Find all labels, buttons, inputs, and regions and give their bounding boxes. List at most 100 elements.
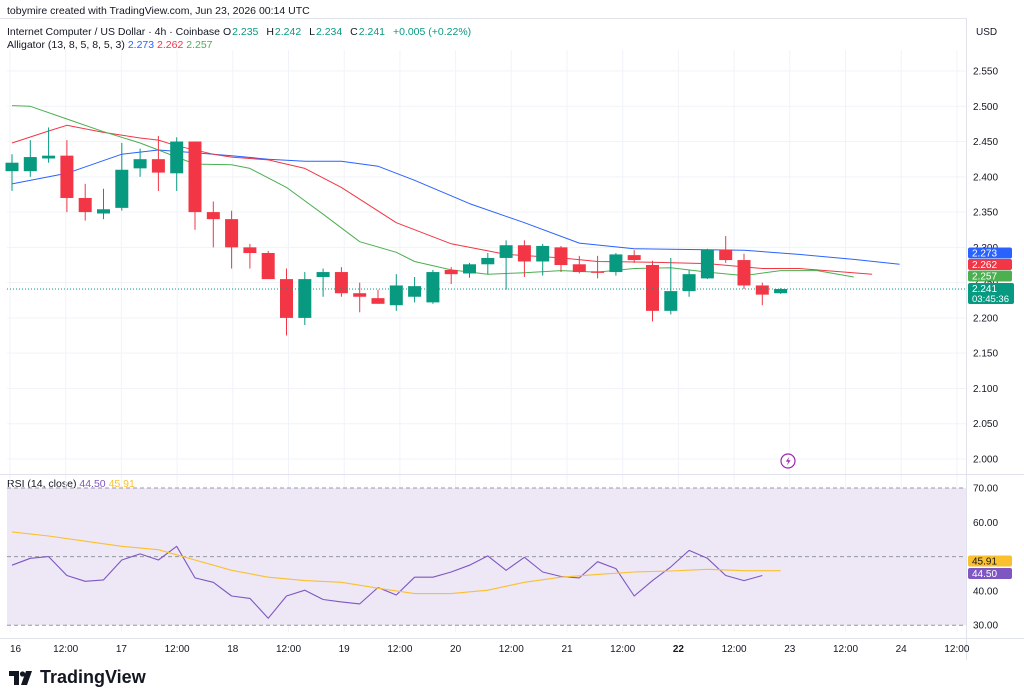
candle[interactable]: [151, 135, 165, 191]
time-tick-label: 12:00: [53, 644, 78, 655]
low-label: L: [309, 26, 315, 38]
candle-body: [280, 279, 293, 318]
candle[interactable]: [316, 268, 330, 297]
candle-body: [60, 155, 74, 198]
time-tick-label: 12:00: [610, 644, 635, 655]
candle[interactable]: [463, 262, 476, 278]
candle[interactable]: [554, 245, 568, 273]
candle[interactable]: [627, 250, 641, 263]
candle[interactable]: [133, 148, 147, 177]
candle[interactable]: [280, 268, 293, 336]
candle[interactable]: [60, 140, 74, 213]
candle-body: [426, 272, 440, 303]
candle[interactable]: [353, 282, 367, 313]
candle[interactable]: [682, 269, 696, 297]
time-axis: 16 12:00 17 12:00 18 12:00 19 12:00 20 12:00 21 12:…: [10, 644, 970, 655]
ohlc-legend: Internet Computer / US Dollar · 4h · Coi…: [7, 26, 476, 38]
candle-body: [151, 159, 165, 173]
alligator-label[interactable]: Alligator (13, 8, 5, 8, 5, 3): [7, 39, 125, 51]
alligator-jaw-line: [11, 149, 900, 265]
candle[interactable]: [609, 253, 623, 276]
candle[interactable]: [206, 201, 220, 248]
candle[interactable]: [499, 240, 513, 290]
candle-body: [664, 291, 678, 311]
candle[interactable]: [42, 127, 56, 163]
candle[interactable]: [23, 140, 37, 177]
time-tick-label: 20: [450, 644, 462, 655]
candle[interactable]: [188, 141, 202, 230]
candle[interactable]: [225, 210, 239, 269]
candle[interactable]: [664, 257, 678, 315]
candle[interactable]: [298, 272, 312, 325]
price-tick-label: 2.150: [973, 349, 998, 360]
candle[interactable]: [426, 269, 440, 304]
candle[interactable]: [408, 276, 422, 303]
candle-body: [261, 253, 275, 280]
svg-text:45.91: 45.91: [972, 557, 997, 568]
candle-body: [646, 265, 659, 311]
candle[interactable]: [5, 154, 19, 191]
close-label: C: [350, 26, 358, 38]
candle[interactable]: [737, 253, 751, 289]
candle-body: [115, 169, 129, 208]
time-tick-label: 18: [227, 644, 239, 655]
candle[interactable]: [170, 137, 184, 191]
high-label: H: [266, 26, 274, 38]
alligator-legend: Alligator (13, 8, 5, 8, 5, 3) 2.273 2.26…: [7, 39, 213, 51]
candle-body: [78, 197, 92, 213]
candle[interactable]: [517, 240, 531, 277]
lips-price-badge: 2.257: [968, 270, 1012, 283]
alligator-lips-value: 2.257: [186, 39, 213, 51]
svg-text:2.273: 2.273: [972, 249, 997, 260]
svg-text:2.257: 2.257: [972, 272, 997, 283]
candle-body: [170, 141, 184, 174]
candle[interactable]: [591, 255, 605, 279]
candle-body: [42, 155, 56, 159]
price-tick-label: 2.450: [973, 137, 998, 148]
candle[interactable]: [371, 289, 385, 304]
candle[interactable]: [97, 188, 110, 220]
bar-countdown: 03:45:36: [972, 294, 1009, 305]
candle[interactable]: [78, 183, 92, 221]
price-tick-label: 2.100: [973, 384, 998, 395]
candle[interactable]: [115, 142, 129, 211]
candle-body: [188, 141, 202, 213]
close-value: 2.241: [358, 26, 386, 38]
candle-body: [225, 219, 239, 248]
candle[interactable]: [700, 248, 714, 280]
candle[interactable]: [481, 253, 495, 275]
candle[interactable]: [444, 267, 458, 285]
rsi-label[interactable]: RSI (14, close): [7, 478, 77, 490]
rsi-badge: 44.50: [968, 568, 1012, 580]
candle[interactable]: [536, 243, 550, 276]
alligator-teeth-value: 2.262: [157, 39, 184, 51]
candle[interactable]: [243, 243, 257, 269]
candle[interactable]: [774, 288, 788, 294]
symbol-name[interactable]: Internet Computer / US Dollar · 4h · Coi…: [7, 26, 221, 38]
open-value: 2.235: [232, 26, 259, 38]
candle-body: [206, 212, 220, 220]
candle[interactable]: [755, 282, 769, 306]
candle[interactable]: [389, 274, 403, 311]
axes: [0, 18, 1024, 660]
open-label: O: [222, 26, 232, 38]
candle-body: [700, 249, 714, 279]
candle-body: [572, 264, 586, 273]
candle[interactable]: [719, 236, 733, 263]
candle-body: [389, 285, 403, 306]
rsi-line: [11, 545, 763, 619]
candle[interactable]: [646, 260, 659, 322]
candle-body: [499, 245, 513, 258]
candle[interactable]: [572, 255, 586, 274]
tradingview-logo[interactable]: TradingView: [9, 667, 146, 688]
high-value: 2.242: [274, 26, 302, 38]
candle-body: [737, 260, 751, 286]
candle-body: [481, 257, 495, 265]
candle-body: [444, 269, 458, 275]
candle[interactable]: [261, 250, 275, 280]
candle[interactable]: [334, 267, 348, 297]
rsi-tick-label: 70.00: [973, 484, 998, 495]
bolt-icon[interactable]: [780, 453, 796, 469]
